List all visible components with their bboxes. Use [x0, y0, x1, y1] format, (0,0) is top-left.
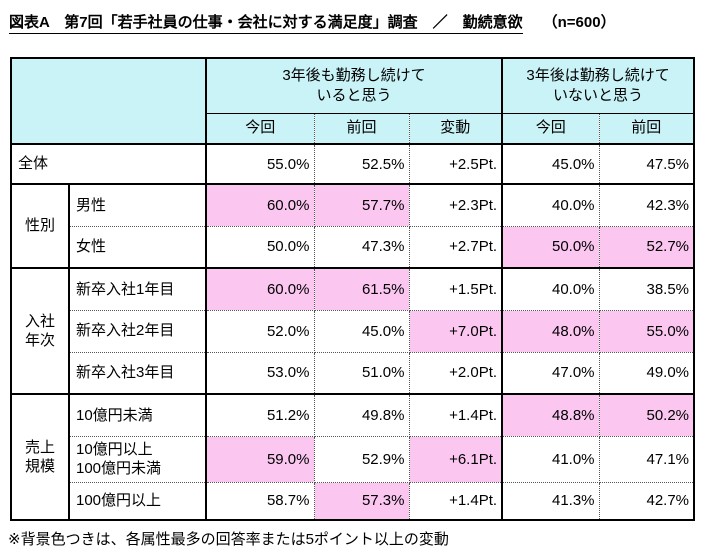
sample-size: （n=600）: [542, 14, 616, 31]
cell-value: 41.0%: [501, 435, 600, 483]
cell-value: 45.0%: [313, 309, 410, 353]
header-corner-cell: [10, 57, 207, 145]
header-group-not-continue: 3年後は勤務し続けて いないと思う: [501, 57, 695, 114]
cell-value: 42.3%: [598, 183, 695, 227]
cell-value: 49.8%: [313, 393, 410, 437]
row-label: 男性: [68, 183, 207, 227]
cell-value: 42.7%: [598, 481, 695, 521]
cell-value: +2.7Pt.: [408, 225, 504, 269]
row-label: 全体: [10, 143, 207, 185]
survey-results-table: 3年後も勤務し続けて いると思う 3年後は勤務し続けて いないと思う 今回 前回…: [10, 57, 696, 521]
group-label-sales: 売上 規模: [10, 393, 70, 521]
cell-value: 40.0%: [501, 267, 600, 311]
row-label: 10億円未満: [68, 393, 207, 437]
table-row-sales-over10b: 100億円以上 58.7% 57.3% +1.4Pt. 41.3% 42.7%: [11, 481, 695, 521]
cell-value: 58.7%: [205, 481, 315, 521]
table-row-female: 女性 50.0% 47.3% +2.7Pt. 50.0% 52.7%: [11, 225, 695, 269]
cell-value: 51.0%: [313, 351, 410, 395]
cell-value: 50.0%: [205, 225, 315, 269]
cell-value: 49.0%: [598, 351, 695, 395]
table-row-sales-under1b: 売上 規模 10億円未満 51.2% 49.8% +1.4Pt. 48.8% 5…: [10, 393, 695, 521]
cell-value: 45.0%: [501, 143, 600, 185]
cell-value: +2.5Pt.: [408, 143, 504, 185]
page-title-text: 図表A 第7回「若手社員の仕事・会社に対する満足度」調査 ／ 勤続意欲: [9, 14, 523, 34]
cell-value: 41.3%: [501, 481, 600, 521]
row-label: 新卒入社2年目: [68, 309, 207, 353]
table-row-year2: 新卒入社2年目 52.0% 45.0% +7.0Pt. 48.0% 55.0%: [11, 309, 695, 353]
row-label: 新卒入社3年目: [68, 351, 207, 395]
cell-value: +1.4Pt.: [408, 393, 504, 437]
cell-value: 48.0%: [501, 309, 600, 353]
cell-value: 60.0%: [205, 267, 315, 311]
cell-value: 51.2%: [205, 393, 315, 437]
header-col-current-1: 今回: [205, 112, 315, 145]
cell-value: 38.5%: [598, 267, 695, 311]
cell-value: 47.0%: [501, 351, 600, 395]
cell-value: 47.1%: [598, 435, 695, 483]
header-group-row: 3年後も勤務し続けて いると思う 3年後は勤務し続けて いないと思う: [10, 57, 695, 145]
cell-value: 52.0%: [205, 309, 315, 353]
header-col-current-2: 今回: [501, 112, 600, 145]
footnote: ※背景色つきは、各属性最多の回答率または5ポイント以上の変動: [8, 531, 449, 548]
cell-value: 40.0%: [501, 183, 600, 227]
cell-value: +2.0Pt.: [408, 351, 504, 395]
page-title: 図表A 第7回「若手社員の仕事・会社に対する満足度」調査 ／ 勤続意欲 （n=60…: [9, 11, 616, 34]
group-label-gender: 性別: [10, 183, 70, 269]
table-row-overall: 全体 55.0% 52.5% +2.5Pt. 45.0% 47.5%: [10, 143, 695, 185]
header-col-change: 変動: [408, 112, 504, 145]
cell-value: +7.0Pt.: [408, 309, 504, 353]
table-row-male: 性別 男性 60.0% 57.7% +2.3Pt. 40.0% 42.3%: [10, 183, 695, 269]
header-group-continue: 3年後も勤務し続けて いると思う: [205, 57, 504, 114]
cell-value: 53.0%: [205, 351, 315, 395]
cell-value: 55.0%: [598, 309, 695, 353]
table-row-sales-1b-10b: 10億円以上 100億円未満 59.0% 52.9% +6.1Pt. 41.0%…: [11, 435, 695, 483]
cell-value: 52.7%: [598, 225, 695, 269]
cell-value: 48.8%: [501, 393, 600, 437]
cell-value: 52.9%: [313, 435, 410, 483]
cell-value: 50.0%: [501, 225, 600, 269]
cell-value: 57.7%: [313, 183, 410, 227]
row-label: 10億円以上 100億円未満: [68, 435, 207, 483]
table-row-year3: 新卒入社3年目 53.0% 51.0% +2.0Pt. 47.0% 49.0%: [11, 351, 695, 395]
header-col-previous-1: 前回: [313, 112, 410, 145]
row-label: 新卒入社1年目: [68, 267, 207, 311]
cell-value: 59.0%: [205, 435, 315, 483]
table-row-year1: 入社 年次 新卒入社1年目 60.0% 61.5% +1.5Pt. 40.0% …: [10, 267, 695, 395]
cell-value: 47.5%: [598, 143, 695, 185]
cell-value: +1.5Pt.: [408, 267, 504, 311]
row-label: 女性: [68, 225, 207, 269]
cell-value: 47.3%: [313, 225, 410, 269]
header-col-previous-2: 前回: [598, 112, 695, 145]
cell-value: +2.3Pt.: [408, 183, 504, 227]
header-sub-row: 今回 前回 変動 今回 前回: [11, 112, 695, 145]
cell-value: 61.5%: [313, 267, 410, 311]
cell-value: +6.1Pt.: [408, 435, 504, 483]
cell-value: 50.2%: [598, 393, 695, 437]
cell-value: +1.4Pt.: [408, 481, 504, 521]
cell-value: 57.3%: [313, 481, 410, 521]
cell-value: 60.0%: [205, 183, 315, 227]
cell-value: 52.5%: [313, 143, 410, 185]
cell-value: 55.0%: [205, 143, 315, 185]
group-label-tenure: 入社 年次: [10, 267, 70, 395]
row-label: 100億円以上: [68, 481, 207, 521]
